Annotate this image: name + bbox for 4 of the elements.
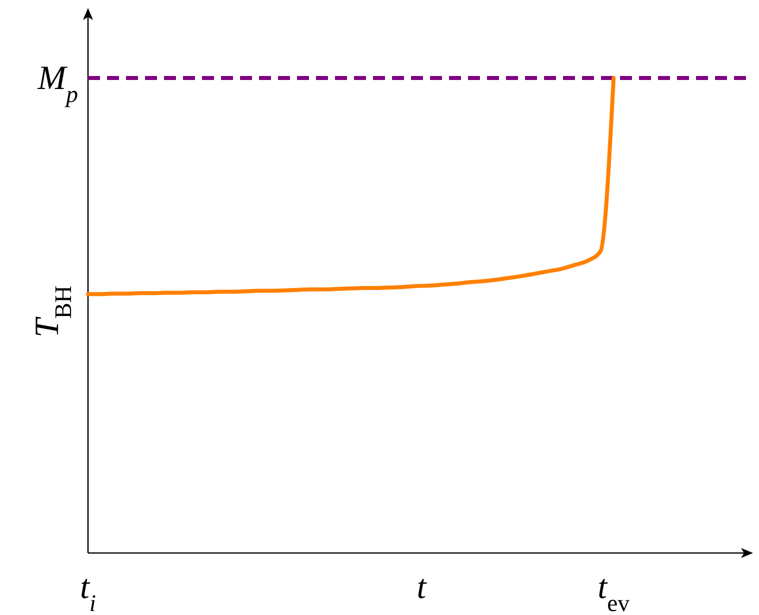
x-tick-label: t$_{ev}$ xyxy=(598,569,630,615)
x-tick-label: t$_{i}$ xyxy=(80,569,96,615)
ref-line-label: M$_{p}$ xyxy=(36,60,78,108)
x-axis-title: t xyxy=(416,569,428,606)
